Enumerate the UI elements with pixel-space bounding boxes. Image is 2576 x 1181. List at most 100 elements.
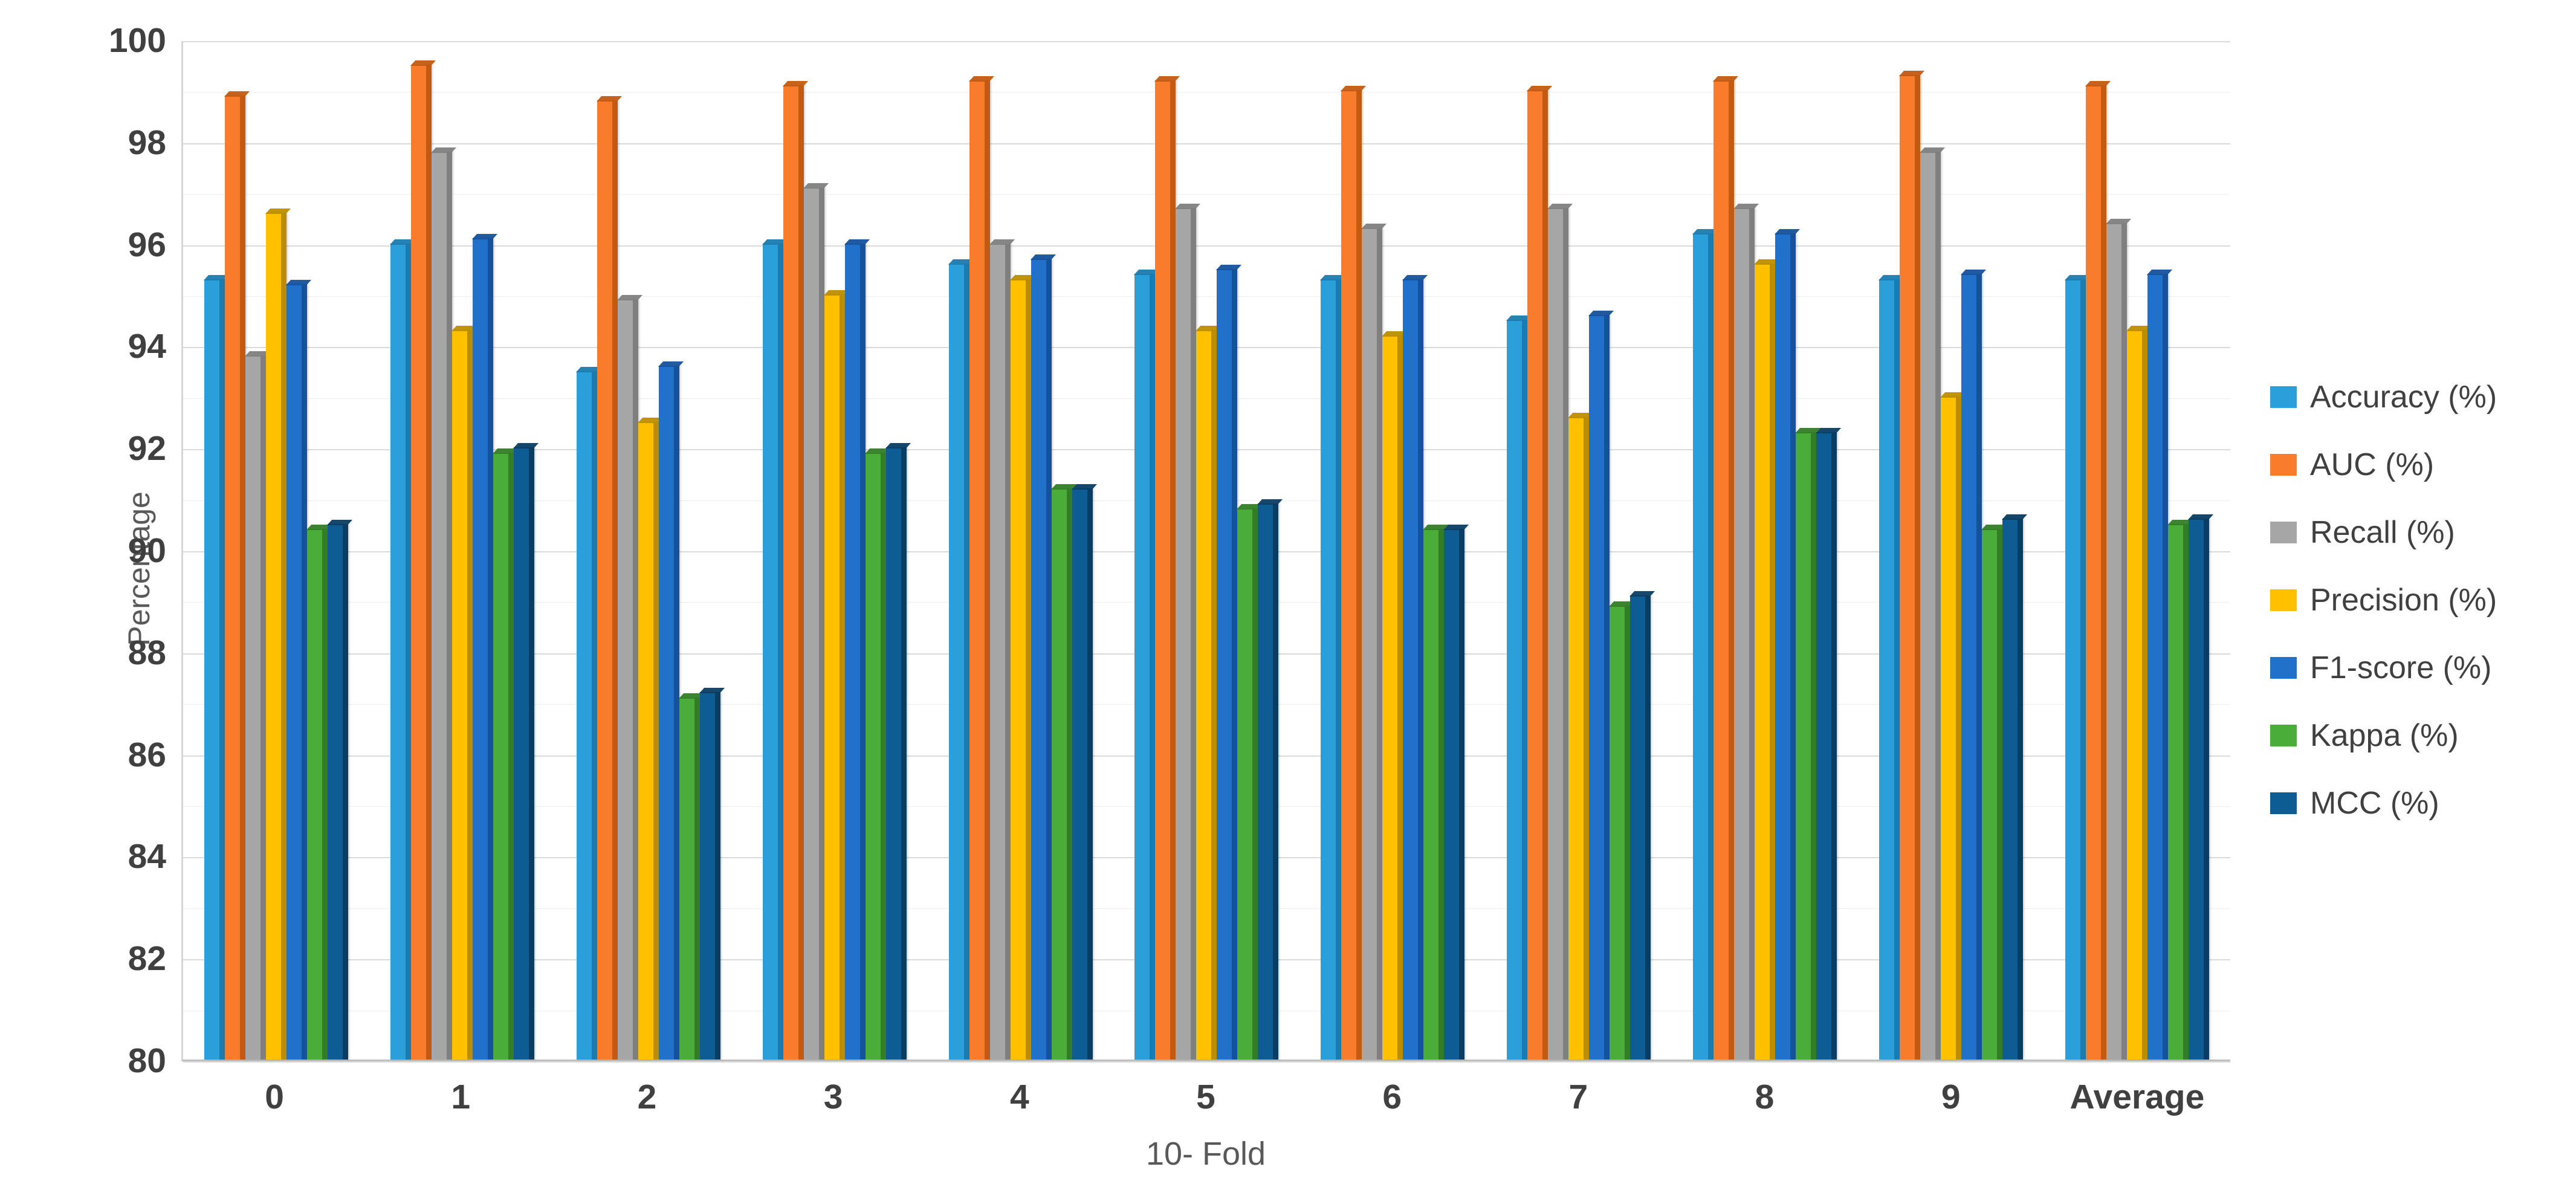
bar-f1-score-7 (1588, 310, 1614, 1060)
bar-top-face (1527, 86, 1553, 92)
bar-top-face (1588, 310, 1614, 316)
bar-recall-0 (244, 351, 271, 1060)
bar-mcc-5 (1257, 499, 1283, 1060)
x-tick-label-2: 2 (637, 1078, 657, 1116)
bar-f1-score-2 (658, 361, 684, 1060)
bar-f1-score-0 (285, 280, 312, 1060)
bar-recall-1 (430, 147, 456, 1060)
bar-top-face (1816, 427, 1842, 433)
y-tick-label: 96 (128, 225, 166, 264)
bar-group-4 (928, 41, 1114, 1060)
bar-auc-1 (410, 60, 436, 1060)
y-tick-label: 82 (128, 939, 166, 979)
bar-accuracy-5 (1134, 270, 1160, 1060)
legend-label: MCC (%) (2310, 786, 2439, 821)
x-tick-label-6: 6 (1382, 1078, 1402, 1116)
bar-accuracy-6 (1320, 274, 1346, 1060)
bar-mcc-8 (1816, 427, 1842, 1060)
bar-f1-score-9 (1961, 270, 1987, 1060)
bar-groups (183, 41, 2230, 1060)
gridline (183, 194, 2230, 195)
bar-top-face (1899, 71, 1925, 77)
bar-accuracy-9 (1879, 274, 1904, 1060)
legend-label: Precision (%) (2310, 583, 2497, 618)
bar-top-face (989, 239, 1015, 245)
bar-f1-score-average (2146, 270, 2173, 1060)
bar-group-7 (1486, 41, 1672, 1060)
bar-top-face (1961, 270, 1987, 276)
bar-mcc-3 (885, 443, 911, 1060)
bar-top-face (1775, 228, 1801, 235)
bar-top-face (1733, 203, 1759, 209)
bar-top-face (326, 519, 353, 525)
bar-auc-average (2085, 80, 2111, 1060)
bar-top-face (1713, 76, 1739, 82)
legend-item: Kappa (%) (2270, 718, 2497, 753)
legend-item: Precision (%) (2270, 583, 2497, 618)
bar-auc-9 (1899, 71, 1925, 1060)
legend-item: AUC (%) (2270, 447, 2497, 482)
x-tick-label-4: 4 (1009, 1078, 1029, 1116)
bar-f1-score-3 (844, 239, 870, 1060)
x-tick-label-8: 8 (1755, 1078, 1775, 1116)
bar-top-face (2002, 514, 2028, 520)
bar-top-face (1071, 484, 1097, 490)
legend-item: Accuracy (%) (2270, 380, 2497, 415)
bar-recall-9 (1920, 147, 1946, 1060)
bar-precision-0 (265, 208, 291, 1060)
bar-top-face (1443, 525, 1469, 531)
bar-auc-5 (1154, 76, 1180, 1060)
bar-accuracy-4 (948, 259, 974, 1060)
bar-top-face (410, 60, 436, 66)
bar-top-face (2085, 80, 2111, 86)
legend-swatch (2270, 589, 2297, 611)
bar-precision-average (2126, 326, 2152, 1060)
gridline (183, 1061, 2230, 1063)
bar-top-face (844, 239, 870, 245)
bar-mcc-7 (1629, 590, 1655, 1060)
bar-kappa-1 (492, 448, 518, 1060)
bar-recall-4 (989, 239, 1015, 1060)
x-tick-label-0: 0 (265, 1078, 284, 1116)
bar-precision-1 (451, 326, 477, 1060)
legend-swatch (2270, 386, 2297, 408)
y-tick-label: 80 (128, 1041, 166, 1080)
bar-accuracy-average (2064, 274, 2091, 1060)
bar-top-face (2146, 270, 2173, 276)
legend-label: Accuracy (%) (2310, 380, 2497, 415)
bar-precision-6 (1382, 331, 1408, 1060)
bar-auc-2 (596, 96, 622, 1060)
bar-top-face (1154, 76, 1180, 82)
bar-group-6 (1299, 41, 1486, 1060)
x-tick-label-average: Average (2070, 1078, 2205, 1116)
y-tick-label: 84 (128, 837, 166, 876)
legend-item: Recall (%) (2270, 515, 2497, 550)
bar-group-8 (1672, 41, 1858, 1060)
bar-f1-score-6 (1402, 274, 1428, 1060)
bar-auc-3 (782, 80, 808, 1060)
bar-mcc-0 (326, 519, 353, 1060)
y-tick-label: 88 (128, 633, 166, 672)
bar-mcc-2 (699, 688, 725, 1060)
legend: Accuracy (%) AUC (%) Recall (%) Precision (… (2270, 380, 2497, 853)
bar-precision-4 (1009, 274, 1035, 1060)
bar-kappa-2 (678, 693, 704, 1060)
bar-f1-score-5 (1216, 264, 1242, 1060)
bar-auc-7 (1527, 86, 1553, 1060)
bar-accuracy-1 (389, 239, 415, 1060)
bar-auc-0 (224, 91, 250, 1060)
bar-top-face (782, 80, 808, 86)
bar-kappa-8 (1795, 427, 1821, 1060)
bar-accuracy-3 (762, 239, 788, 1060)
legend-item: F1-score (%) (2270, 650, 2497, 685)
bar-top-face (1547, 203, 1573, 209)
gridline (183, 296, 2230, 297)
bar-mcc-1 (513, 443, 539, 1060)
bar-top-face (1216, 264, 1242, 270)
bar-recall-3 (803, 183, 829, 1060)
bar-top-face (1030, 254, 1056, 260)
gridline (183, 143, 2230, 144)
bar-accuracy-0 (203, 274, 230, 1060)
bar-precision-5 (1196, 326, 1222, 1060)
